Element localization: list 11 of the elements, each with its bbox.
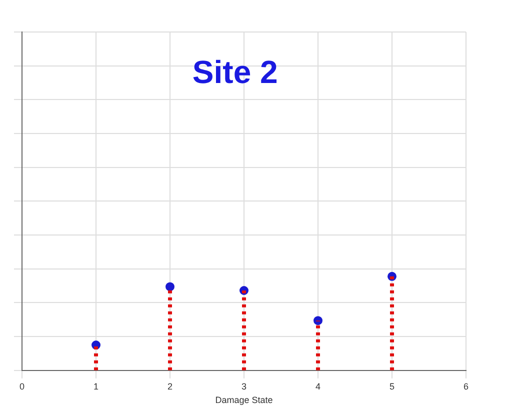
x-tick-label: 1	[93, 381, 99, 392]
point	[166, 282, 174, 292]
x-tick-label: 4	[315, 381, 321, 392]
x-tick-label: 0	[19, 381, 25, 392]
x-tick-label: 3	[241, 381, 247, 392]
point	[314, 316, 322, 326]
x-axis-title: Damage State	[215, 395, 273, 406]
x-tick-label: 2	[167, 381, 173, 392]
chart-title: Site 2	[192, 54, 278, 90]
x-tick-label: 5	[389, 381, 395, 392]
x-tick-label: 6	[463, 381, 469, 392]
